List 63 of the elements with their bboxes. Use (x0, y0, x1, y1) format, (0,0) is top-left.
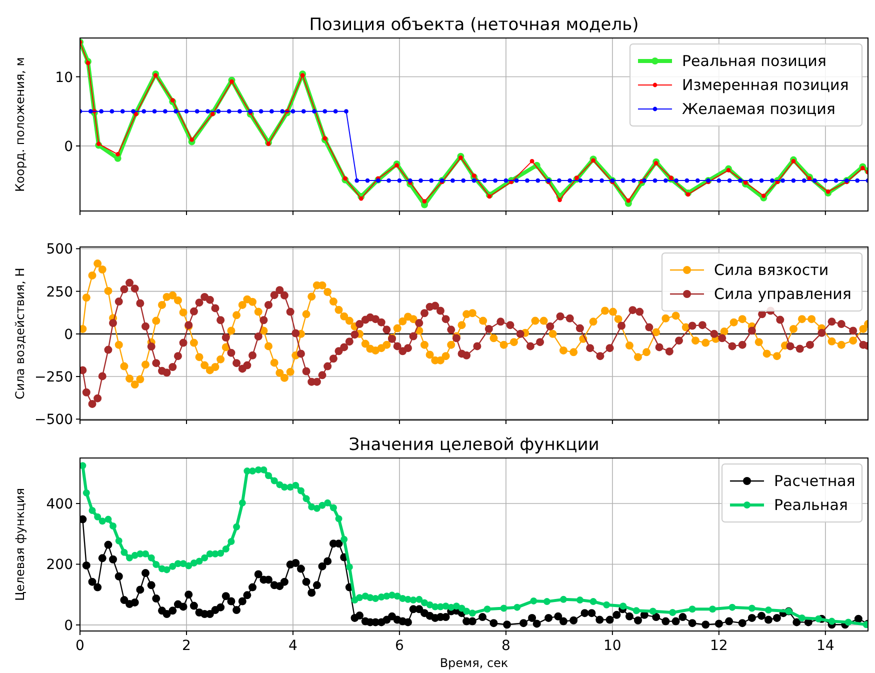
y-axis-title: Коорд. положения, м (13, 57, 27, 192)
y-tick-label: −500 (34, 412, 73, 428)
point (86, 60, 90, 66)
point (300, 73, 305, 78)
point (686, 192, 690, 197)
point (210, 112, 215, 116)
legend-label: Сила вязкости (714, 261, 829, 279)
legend-label: Сила управления (714, 285, 852, 303)
point (134, 112, 138, 116)
y-axis-title: Целевая функция (13, 488, 27, 601)
point (826, 189, 830, 194)
point (626, 198, 631, 203)
y-tick-label: 200 (46, 557, 73, 574)
legend-label: Реальная (774, 496, 848, 514)
point (668, 176, 674, 180)
y-tick-label: 500 (46, 242, 73, 258)
x-axis-title: Время, сек (440, 656, 508, 670)
point (170, 98, 175, 102)
legend-label: Расчетная (774, 472, 856, 490)
point (266, 142, 271, 146)
point (654, 161, 658, 166)
y-tick-label: −250 (34, 370, 73, 386)
point (726, 168, 731, 172)
x-tick-label: 0 (76, 638, 84, 654)
point (116, 152, 120, 156)
y-axis-title: Сила воздействия, Н (13, 268, 27, 400)
point (358, 196, 364, 201)
y-tick-label: 0 (64, 326, 73, 343)
point (487, 194, 492, 199)
x-tick-label: 8 (501, 638, 510, 654)
point (153, 73, 158, 78)
point (458, 156, 463, 160)
point (574, 176, 579, 180)
point (190, 138, 194, 142)
point (530, 158, 534, 164)
x-tick-label: 2 (182, 638, 191, 654)
chart-title: Позиция объекта (неточная модель) (309, 15, 639, 35)
legend-label: Желаемая позиция (682, 100, 836, 118)
point (591, 158, 596, 163)
point (342, 176, 348, 181)
point (422, 199, 427, 204)
y-tick-label: 0 (64, 618, 73, 634)
y-tick-label: 0 (64, 138, 73, 155)
point (394, 163, 399, 168)
point (230, 79, 234, 84)
x-tick-label: 4 (288, 638, 298, 654)
y-tick-label: 400 (46, 496, 73, 513)
point (558, 198, 562, 202)
point (322, 136, 328, 141)
point (472, 174, 476, 178)
legend-label: Измеренная позиция (682, 76, 849, 94)
legend-label: Реальная позиция (682, 52, 826, 70)
y-tick-label: 250 (46, 284, 73, 300)
y-tick-label: 10 (55, 70, 73, 86)
x-tick-label: 14 (816, 638, 834, 654)
x-tick-label: 12 (710, 638, 728, 654)
point (96, 142, 101, 146)
chart-title: Значения целевой функции (348, 435, 600, 455)
x-tick-label: 6 (395, 638, 404, 654)
x-tick-label: 10 (604, 638, 622, 654)
point (791, 158, 796, 164)
point (761, 194, 766, 198)
point (860, 166, 865, 170)
